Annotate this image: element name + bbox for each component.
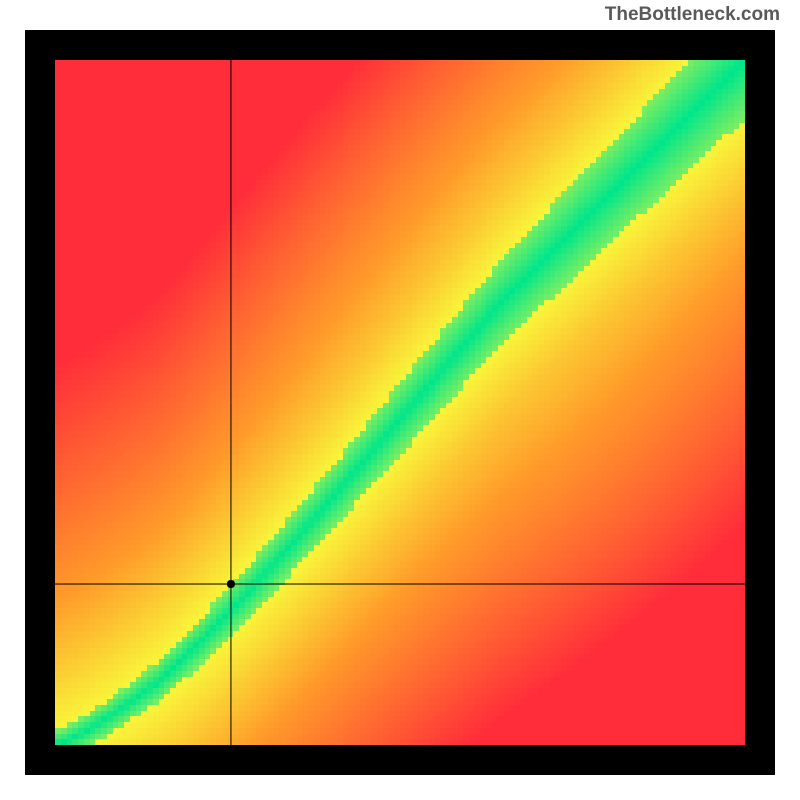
chart-frame (25, 30, 775, 775)
watermark-text: TheBottleneck.com (605, 4, 780, 26)
header: TheBottleneck.com (0, 0, 800, 30)
bottleneck-heatmap (25, 30, 775, 775)
chart-container (0, 30, 800, 800)
